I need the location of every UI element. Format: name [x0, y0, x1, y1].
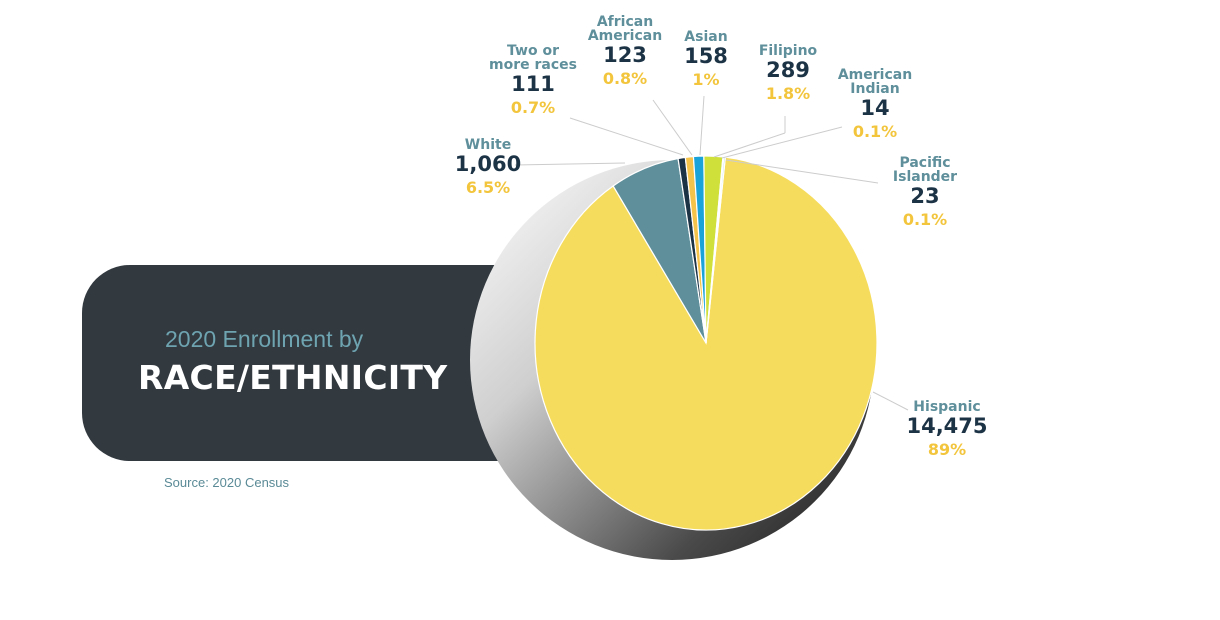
label-american-indian: American Indian 14 0.1%	[838, 68, 912, 143]
source-note: Source: 2020 Census	[164, 475, 290, 490]
pie-slice-hispanic	[534, 156, 878, 531]
label-name-line2: American	[587, 28, 663, 44]
label-name: Hispanic	[913, 399, 981, 415]
label-name-line2: Indian	[850, 81, 900, 97]
label-pacific-islander: Pacific Islander 23 0.1%	[893, 156, 957, 231]
leader-line-white	[514, 162, 626, 166]
label-percent: 1.8%	[765, 84, 811, 103]
label-hispanic: Hispanic 14,475 89%	[906, 400, 987, 461]
label-asian: Asian 158 1%	[684, 30, 728, 91]
label-african-american: African American 123 0.8%	[588, 15, 662, 90]
label-count: 123	[603, 43, 647, 67]
label-count: 14	[860, 96, 890, 120]
label-name-line2: Islander	[892, 169, 958, 185]
label-name-line1: American	[837, 67, 913, 83]
label-count: 14,475	[906, 414, 988, 438]
label-percent: 0.1%	[902, 210, 948, 229]
chart-title: RACE/ETHNICITY	[138, 358, 448, 397]
label-name: White	[464, 137, 512, 153]
label-two-or-more-races: Two or more races 111 0.7%	[489, 44, 577, 119]
label-name-line2: more races	[489, 57, 577, 73]
leader-line-filipino-2	[713, 132, 786, 158]
label-name: Filipino	[758, 43, 818, 59]
label-count: 23	[910, 184, 940, 208]
leader-line-asian	[699, 95, 705, 156]
label-percent: 0.8%	[602, 69, 648, 88]
label-name-line1: Two or	[507, 43, 559, 59]
label-name: Asian	[684, 29, 728, 45]
label-name-line1: African	[596, 14, 654, 30]
label-percent: 6.5%	[465, 178, 511, 197]
label-percent: 0.1%	[852, 122, 898, 141]
title-panel	[82, 265, 542, 461]
chart-subtitle: 2020 Enrollment by	[165, 326, 364, 352]
label-count: 158	[684, 44, 728, 68]
leader-lines	[514, 95, 909, 411]
label-percent: 89%	[927, 440, 967, 459]
label-count: 1,060	[454, 152, 522, 176]
label-percent: 1%	[692, 70, 720, 89]
label-filipino: Filipino 289 1.8%	[759, 44, 817, 105]
label-count: 289	[766, 58, 810, 82]
leader-line-hispanic	[872, 391, 909, 411]
label-count: 111	[511, 72, 555, 96]
label-percent: 0.7%	[510, 98, 556, 117]
label-white: White 1,060 6.5%	[455, 138, 521, 199]
label-name-line1: Pacific	[899, 155, 951, 171]
leader-line-two-or-more	[569, 117, 684, 156]
leader-line-pacific-islander	[725, 159, 879, 184]
leader-line-african-american	[652, 99, 693, 156]
leader-line-american-indian	[721, 126, 843, 159]
pie-slices	[534, 155, 878, 531]
